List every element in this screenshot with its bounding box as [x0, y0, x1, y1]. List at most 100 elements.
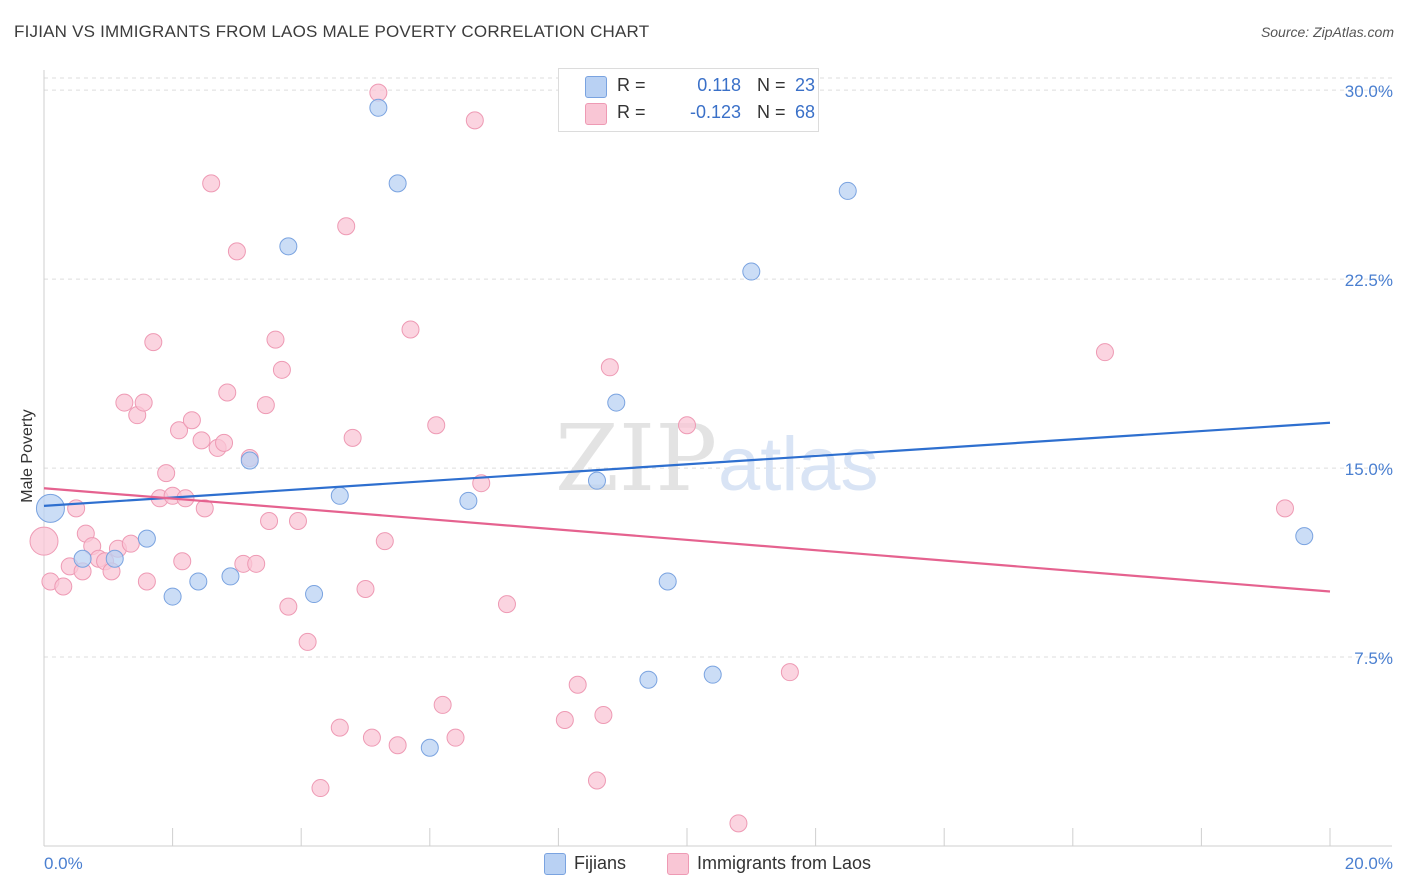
fijians-point[interactable] — [369, 98, 388, 117]
laos-point[interactable] — [227, 242, 246, 261]
laos-point[interactable] — [121, 534, 140, 553]
laos-point[interactable] — [446, 728, 465, 747]
fijians-series — [35, 98, 1314, 757]
laos-point[interactable] — [170, 421, 189, 440]
fijians-point[interactable] — [73, 549, 92, 568]
laos-point[interactable] — [182, 411, 201, 430]
fijians-point[interactable] — [838, 181, 857, 200]
fijians-point[interactable] — [330, 486, 349, 505]
fijians-legend-swatch — [544, 853, 566, 875]
laos-point[interactable] — [202, 174, 221, 193]
laos-legend-label: Immigrants from Laos — [697, 853, 872, 873]
laos-point[interactable] — [729, 814, 748, 833]
fijians-swatch — [585, 76, 607, 98]
fijians-point[interactable] — [459, 491, 478, 510]
fijians-point[interactable] — [1295, 527, 1314, 546]
laos-point[interactable] — [780, 663, 799, 682]
laos-point[interactable] — [134, 393, 153, 412]
laos-point[interactable] — [594, 705, 613, 724]
legend-r-value: -0.123 — [689, 102, 741, 122]
laos-point[interactable] — [272, 360, 291, 379]
laos-point[interactable] — [587, 771, 606, 790]
laos-point[interactable] — [427, 416, 446, 435]
fijians-point[interactable] — [420, 738, 439, 757]
fijians-point[interactable] — [305, 585, 324, 604]
fijians-point[interactable] — [607, 393, 626, 412]
laos-point[interactable] — [555, 711, 574, 730]
laos-point[interactable] — [260, 511, 279, 530]
legend-n-label: N = — [757, 102, 786, 122]
laos-point[interactable] — [600, 358, 619, 377]
trend-lines — [43, 421, 1331, 593]
fijians-point[interactable] — [279, 237, 298, 256]
fijians-point[interactable] — [35, 493, 65, 523]
laos-point[interactable] — [266, 330, 285, 349]
laos-point[interactable] — [115, 393, 134, 412]
y-tick-label: 22.5% — [1345, 271, 1393, 290]
laos-point[interactable] — [1275, 499, 1294, 518]
laos-point[interactable] — [279, 597, 298, 616]
laos-point[interactable] — [1095, 343, 1114, 362]
laos-point[interactable] — [337, 217, 356, 236]
tick-labels: 7.5% 15.0% 22.5% 30.0% 0.0% 20.0% — [44, 82, 1393, 873]
fijians-point[interactable] — [221, 567, 240, 586]
fijians-point[interactable] — [639, 670, 658, 689]
laos-point[interactable] — [568, 675, 587, 694]
fijians-trend-line — [43, 421, 1331, 507]
laos-point[interactable] — [401, 320, 420, 339]
laos-point[interactable] — [298, 632, 317, 651]
fijians-point[interactable] — [658, 572, 677, 591]
laos-point[interactable] — [144, 333, 163, 352]
fijians-point[interactable] — [587, 471, 606, 490]
fijians-point[interactable] — [137, 529, 156, 548]
laos-point[interactable] — [29, 526, 59, 556]
laos-point[interactable] — [173, 552, 192, 571]
laos-point[interactable] — [388, 736, 407, 755]
laos-point[interactable] — [375, 532, 394, 551]
legend-n-label: N = — [757, 75, 786, 95]
laos-series — [29, 83, 1294, 833]
x-tick-label: 0.0% — [44, 854, 83, 873]
laos-point[interactable] — [157, 464, 176, 483]
fijians-point[interactable] — [163, 587, 182, 606]
legend-n-value: 23 — [795, 75, 816, 95]
laos-point[interactable] — [192, 431, 211, 450]
laos-point[interactable] — [356, 580, 375, 599]
fijians-point[interactable] — [189, 572, 208, 591]
laos-legend-swatch — [667, 853, 689, 875]
laos-swatch — [585, 103, 607, 125]
fijians-point[interactable] — [742, 262, 761, 281]
legend-r-label: R = — [617, 75, 646, 95]
laos-point[interactable] — [218, 383, 237, 402]
fijians-point[interactable] — [240, 451, 259, 470]
fijians-point[interactable] — [703, 665, 722, 684]
laos-point[interactable] — [362, 728, 381, 747]
laos-point[interactable] — [288, 511, 307, 530]
fijians-point[interactable] — [388, 174, 407, 193]
laos-point[interactable] — [330, 718, 349, 737]
laos-point[interactable] — [54, 577, 73, 596]
laos-point[interactable] — [497, 595, 516, 614]
watermark-atlas: atlas — [718, 422, 879, 507]
laos-point[interactable] — [215, 433, 234, 452]
laos-point[interactable] — [433, 695, 452, 714]
legend-r-value: 0.118 — [697, 75, 741, 95]
laos-point[interactable] — [678, 416, 696, 435]
laos-point[interactable] — [369, 83, 388, 102]
y-tick-label: 15.0% — [1345, 460, 1393, 479]
chart-title: FIJIAN VS IMMIGRANTS FROM LAOS MALE POVE… — [14, 22, 650, 41]
y-tick-label: 30.0% — [1345, 82, 1393, 101]
laos-point[interactable] — [247, 554, 266, 573]
laos-point[interactable] — [256, 396, 275, 415]
laos-trend-line — [43, 487, 1331, 593]
legend-n-value: 68 — [795, 102, 816, 122]
legend-r-label: R = — [617, 102, 646, 122]
laos-point[interactable] — [137, 572, 156, 591]
fijians-point[interactable] — [105, 549, 124, 568]
laos-point[interactable] — [195, 499, 214, 518]
laos-point[interactable] — [465, 111, 484, 130]
source-label: Source: ZipAtlas.com — [1260, 24, 1394, 40]
laos-point[interactable] — [343, 428, 362, 447]
laos-point[interactable] — [311, 779, 330, 798]
